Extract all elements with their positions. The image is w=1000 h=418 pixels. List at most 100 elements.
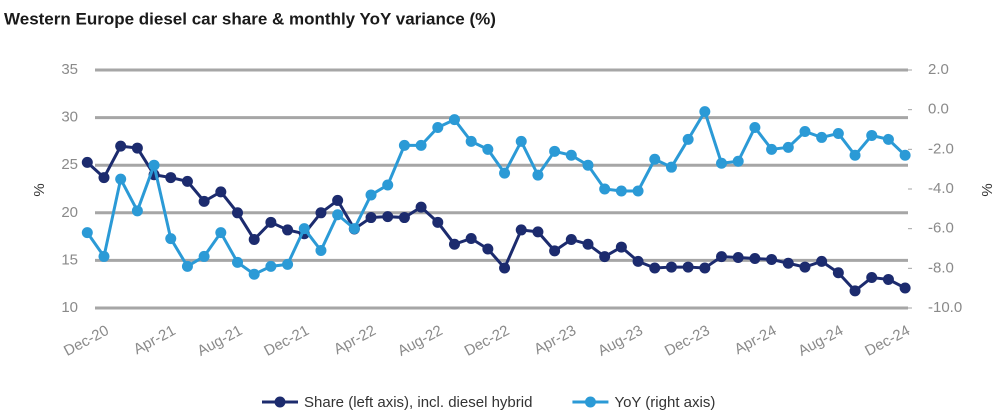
x-tick-label: Apr-21 [131,322,179,358]
data-point [398,212,410,224]
data-point [148,159,160,171]
data-point [282,258,294,270]
legend-marker [274,396,286,408]
legend-label: Share (left axis), incl. diesel hybrid [304,394,532,411]
data-point [448,114,460,126]
data-point [799,261,811,273]
data-point [799,125,811,137]
y-tick-label: 10 [61,299,78,316]
data-point [131,205,143,217]
data-point [115,140,127,152]
data-point [849,285,861,297]
data-point [665,161,677,173]
x-tick-label: Aug-21 [195,322,246,360]
data-point [232,256,244,268]
data-point [298,223,310,235]
data-point [732,252,744,264]
legend-label: YoY (right axis) [614,394,715,411]
x-tick-label: Apr-23 [531,322,579,358]
data-point [499,262,511,274]
data-point [432,122,444,134]
x-tick-label: Dec-20 [61,322,112,360]
data-point [482,143,494,155]
data-point [532,226,544,238]
data-point [215,227,227,239]
data-point [649,262,661,274]
data-point [665,261,677,273]
data-point [482,243,494,255]
data-point [599,183,611,195]
data-point [415,201,427,213]
data-point [515,224,527,236]
y-tick-label: 20 [61,204,78,221]
data-point [448,238,460,250]
data-point [232,207,244,219]
data-point [248,233,260,245]
series-line [86,144,906,293]
legend-marker [584,396,596,408]
data-point [365,212,377,224]
data-point [816,255,828,267]
data-point [582,159,594,171]
data-point [131,142,143,154]
data-point [565,149,577,161]
data-point [532,169,544,181]
data-point [248,268,260,280]
data-point [98,250,110,262]
data-point [282,224,294,236]
data-point [899,149,911,161]
data-point [465,135,477,147]
data-point [315,207,327,219]
y2-tick-label: 0.0 [928,101,949,118]
data-point [565,233,577,245]
data-point [365,189,377,201]
y2-tick-label: -4.0 [928,180,954,197]
data-point [866,272,878,284]
data-point [332,209,344,221]
data-point [599,251,611,263]
data-point [582,238,594,250]
data-point [549,245,561,257]
data-point [832,267,844,279]
y2-tick-label: -6.0 [928,220,954,237]
data-point [198,250,210,262]
data-point [615,185,627,197]
series-line [86,108,907,277]
data-point [716,251,728,263]
data-point [165,172,177,184]
data-point [332,194,344,206]
data-point [816,131,828,143]
data-point [198,195,210,207]
data-point [98,172,110,184]
data-point [265,216,277,228]
data-point [866,129,878,141]
x-tick-label: Dec-23 [662,322,713,360]
data-point [181,260,193,272]
data-point [699,106,711,118]
data-point [882,273,894,285]
data-point [766,143,778,155]
data-point [632,255,644,267]
data-point [465,233,477,245]
data-point [716,157,728,169]
data-point [499,167,511,179]
data-point [832,127,844,139]
data-point [615,241,627,253]
data-point [699,262,711,274]
x-tick-label: Dec-24 [862,322,913,360]
y-tick-label: 30 [61,109,78,126]
data-point [749,122,761,134]
data-point [732,155,744,167]
data-point [766,253,778,265]
x-tick-label: Apr-22 [331,322,379,358]
data-point [382,179,394,191]
data-point [81,227,93,239]
data-point [849,149,861,161]
x-tick-label: Aug-23 [595,322,646,360]
data-point [215,186,227,198]
y2-tick-label: 2.0 [928,61,949,78]
y-tick-label: 15 [61,251,78,268]
data-point [181,175,193,187]
x-tick-label: Aug-24 [795,322,846,360]
